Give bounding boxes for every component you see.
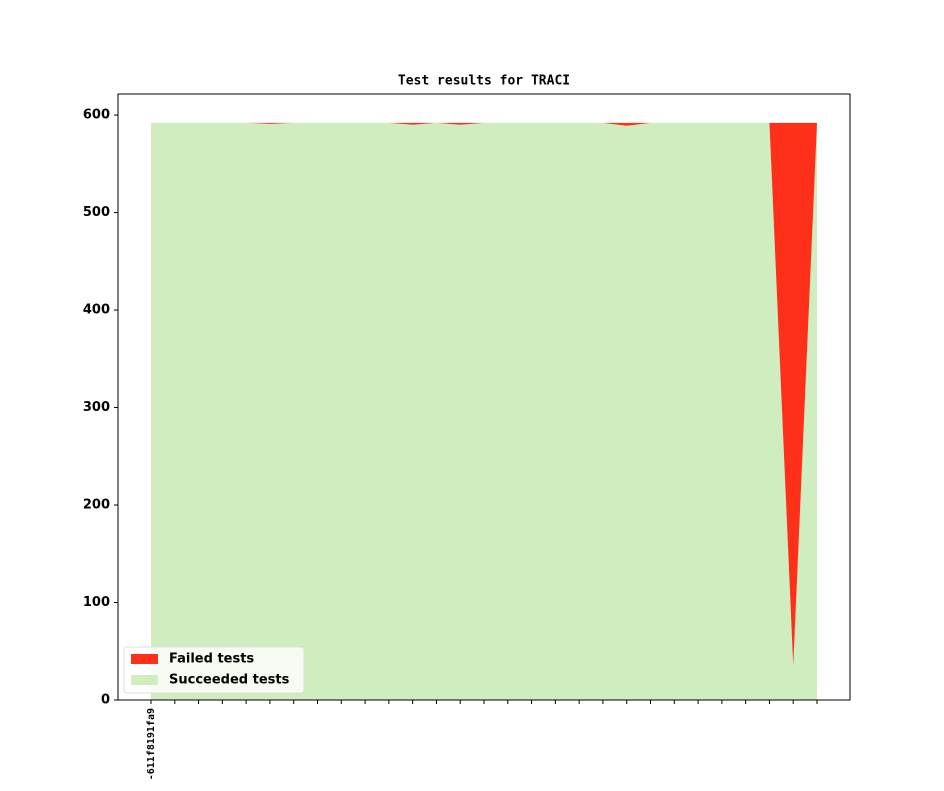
y-tick-label: 200 <box>83 498 110 513</box>
area <box>151 122 817 701</box>
legend: Failed tests Succeeded tests <box>123 646 305 694</box>
chart-title: Test results for TRACI <box>398 74 570 89</box>
x-tick-label: -611f8191fa9 <box>146 708 157 780</box>
y-tick-label: 0 <box>101 693 110 708</box>
legend-label: Succeeded tests <box>169 673 290 688</box>
y-tick-label: 400 <box>83 303 110 318</box>
y-tick-label: 600 <box>83 108 110 123</box>
legend-box <box>123 646 305 694</box>
legend-swatch <box>131 654 158 664</box>
y-tick-label: 100 <box>83 595 110 610</box>
legend-label: Failed tests <box>169 652 254 667</box>
y-tick-label: 500 <box>83 205 110 220</box>
y-tick-label: 300 <box>83 400 110 415</box>
legend-swatch <box>131 675 158 685</box>
